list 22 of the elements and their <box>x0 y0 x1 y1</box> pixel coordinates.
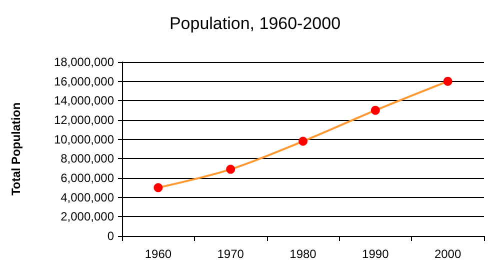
x-tick-label: 1960 <box>144 247 172 261</box>
x-tick-label: 1980 <box>290 247 317 261</box>
x-tick-label: 2000 <box>434 247 462 261</box>
x-tick-label: 1970 <box>217 247 244 261</box>
y-tick-label: 16,000,000 <box>54 74 114 88</box>
y-tick-label: 6,000,000 <box>60 171 114 185</box>
y-tick-label: 14,000,000 <box>54 94 114 108</box>
y-tick-label: 12,000,000 <box>54 113 114 127</box>
chart-title: Population, 1960-2000 <box>169 14 341 33</box>
point <box>298 136 308 146</box>
x-tick-label: 1990 <box>362 247 390 261</box>
y-tick-label: 0 <box>107 229 114 243</box>
point <box>443 76 452 86</box>
y-tick-label: 10,000,000 <box>54 132 114 146</box>
y-tick-label: 18,000,000 <box>54 55 114 69</box>
y-tick-label: 2,000,000 <box>60 210 114 224</box>
y-tick-label: 8,000,000 <box>60 152 114 166</box>
point <box>154 183 163 192</box>
point <box>226 164 236 174</box>
point <box>370 106 380 115</box>
y-tick-label: 4,000,000 <box>60 190 114 204</box>
y-axis-title: Total Population <box>9 102 23 196</box>
